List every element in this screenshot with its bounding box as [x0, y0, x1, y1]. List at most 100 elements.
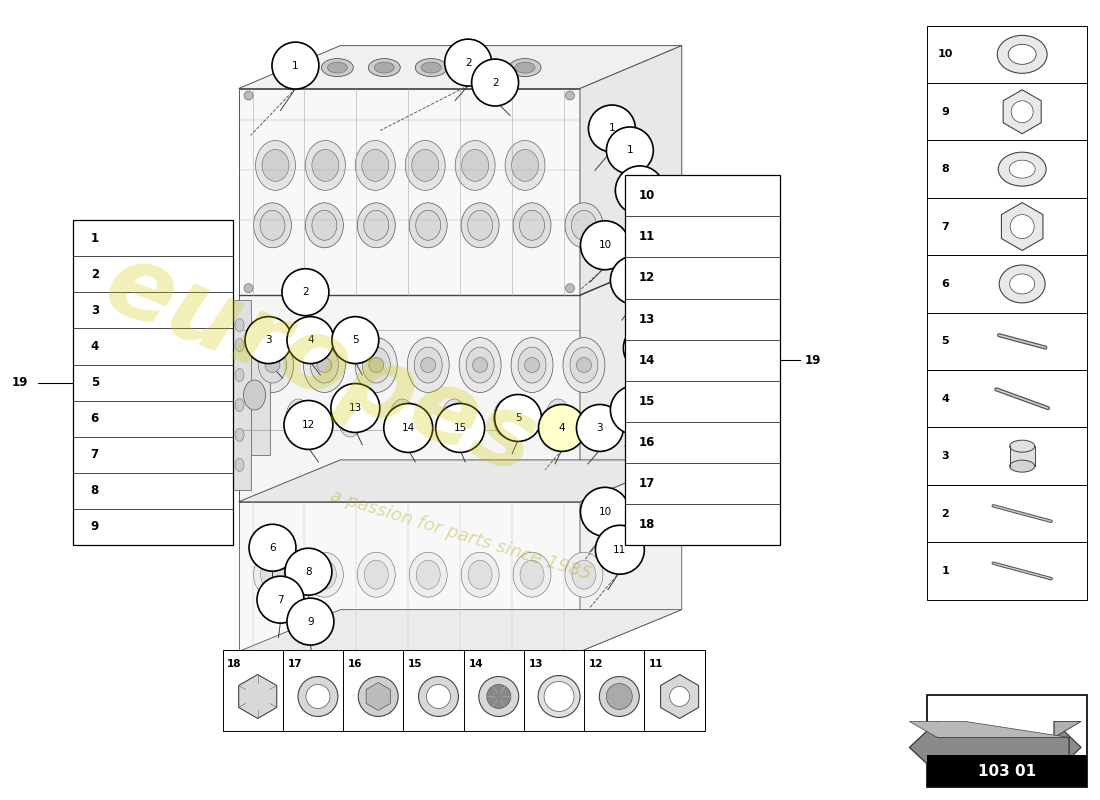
Text: 9: 9: [90, 520, 99, 534]
Ellipse shape: [244, 91, 253, 100]
Ellipse shape: [512, 150, 539, 182]
Ellipse shape: [358, 203, 395, 248]
Ellipse shape: [235, 318, 244, 332]
Polygon shape: [910, 722, 1069, 738]
Ellipse shape: [362, 347, 390, 383]
Ellipse shape: [427, 685, 451, 709]
Polygon shape: [1003, 90, 1042, 134]
Text: 10: 10: [937, 50, 953, 59]
Ellipse shape: [415, 58, 448, 77]
Circle shape: [282, 269, 329, 316]
Ellipse shape: [261, 560, 285, 589]
Polygon shape: [239, 610, 682, 651]
Ellipse shape: [312, 210, 337, 240]
Polygon shape: [239, 502, 580, 651]
Text: 7: 7: [942, 222, 949, 231]
Ellipse shape: [1009, 160, 1035, 178]
Circle shape: [332, 317, 378, 363]
Ellipse shape: [459, 338, 502, 393]
Ellipse shape: [258, 347, 286, 383]
Circle shape: [539, 405, 585, 451]
Ellipse shape: [515, 62, 535, 73]
Text: 18: 18: [228, 658, 242, 669]
Ellipse shape: [525, 358, 539, 373]
Text: 12: 12: [639, 271, 654, 285]
Polygon shape: [661, 674, 698, 718]
Polygon shape: [580, 252, 682, 502]
Text: 11: 11: [649, 658, 663, 669]
Text: 13: 13: [349, 403, 362, 413]
Ellipse shape: [494, 399, 518, 437]
Ellipse shape: [312, 560, 337, 589]
Text: 6: 6: [90, 412, 99, 425]
Text: 3: 3: [265, 335, 272, 345]
Ellipse shape: [442, 399, 466, 437]
FancyBboxPatch shape: [645, 650, 705, 731]
FancyBboxPatch shape: [283, 650, 343, 731]
Ellipse shape: [405, 141, 446, 190]
Ellipse shape: [255, 141, 296, 190]
Circle shape: [606, 127, 653, 174]
Circle shape: [1010, 214, 1034, 238]
Text: 1: 1: [90, 232, 99, 245]
Text: 19: 19: [11, 376, 28, 389]
Circle shape: [249, 524, 296, 571]
Ellipse shape: [306, 141, 345, 190]
Text: 11: 11: [639, 230, 654, 243]
Circle shape: [436, 403, 485, 453]
FancyBboxPatch shape: [927, 485, 1087, 542]
FancyBboxPatch shape: [927, 755, 1087, 787]
Text: 7: 7: [277, 594, 284, 605]
Circle shape: [606, 683, 632, 710]
Text: 9: 9: [942, 106, 949, 117]
Text: 16: 16: [348, 658, 362, 669]
Ellipse shape: [473, 358, 487, 373]
Ellipse shape: [306, 552, 343, 597]
Circle shape: [272, 42, 319, 89]
Ellipse shape: [265, 358, 280, 373]
Ellipse shape: [512, 338, 553, 393]
Ellipse shape: [565, 552, 603, 597]
Ellipse shape: [253, 203, 292, 248]
Polygon shape: [239, 460, 682, 502]
Ellipse shape: [358, 552, 395, 597]
Text: 10: 10: [598, 240, 612, 250]
Text: 8: 8: [305, 566, 311, 577]
Text: 5: 5: [942, 336, 949, 346]
Ellipse shape: [364, 560, 388, 589]
Ellipse shape: [998, 152, 1046, 186]
Circle shape: [588, 105, 636, 152]
Circle shape: [384, 403, 432, 453]
Ellipse shape: [260, 210, 285, 240]
FancyBboxPatch shape: [927, 26, 1087, 83]
Circle shape: [610, 256, 659, 305]
Ellipse shape: [306, 203, 343, 248]
Circle shape: [595, 526, 645, 574]
Ellipse shape: [355, 141, 395, 190]
Ellipse shape: [469, 62, 488, 73]
Ellipse shape: [455, 141, 495, 190]
Circle shape: [576, 405, 624, 451]
Ellipse shape: [1010, 274, 1035, 294]
Text: a passion for parts since 1985: a passion for parts since 1985: [328, 486, 593, 583]
Ellipse shape: [262, 150, 289, 182]
Text: 2: 2: [942, 509, 949, 518]
Ellipse shape: [570, 347, 598, 383]
Ellipse shape: [243, 380, 265, 410]
Text: 16: 16: [639, 436, 654, 449]
Text: 17: 17: [641, 343, 654, 353]
Text: 14: 14: [469, 658, 483, 669]
Circle shape: [624, 324, 672, 373]
Ellipse shape: [1010, 440, 1035, 452]
Ellipse shape: [328, 62, 348, 73]
FancyBboxPatch shape: [464, 650, 524, 731]
Text: 13: 13: [529, 658, 543, 669]
Circle shape: [487, 685, 510, 709]
Ellipse shape: [462, 150, 488, 182]
Ellipse shape: [421, 62, 441, 73]
Ellipse shape: [513, 552, 551, 597]
FancyBboxPatch shape: [584, 650, 645, 731]
Text: 1: 1: [942, 566, 949, 576]
Polygon shape: [910, 722, 1069, 774]
Text: 9: 9: [307, 617, 314, 626]
